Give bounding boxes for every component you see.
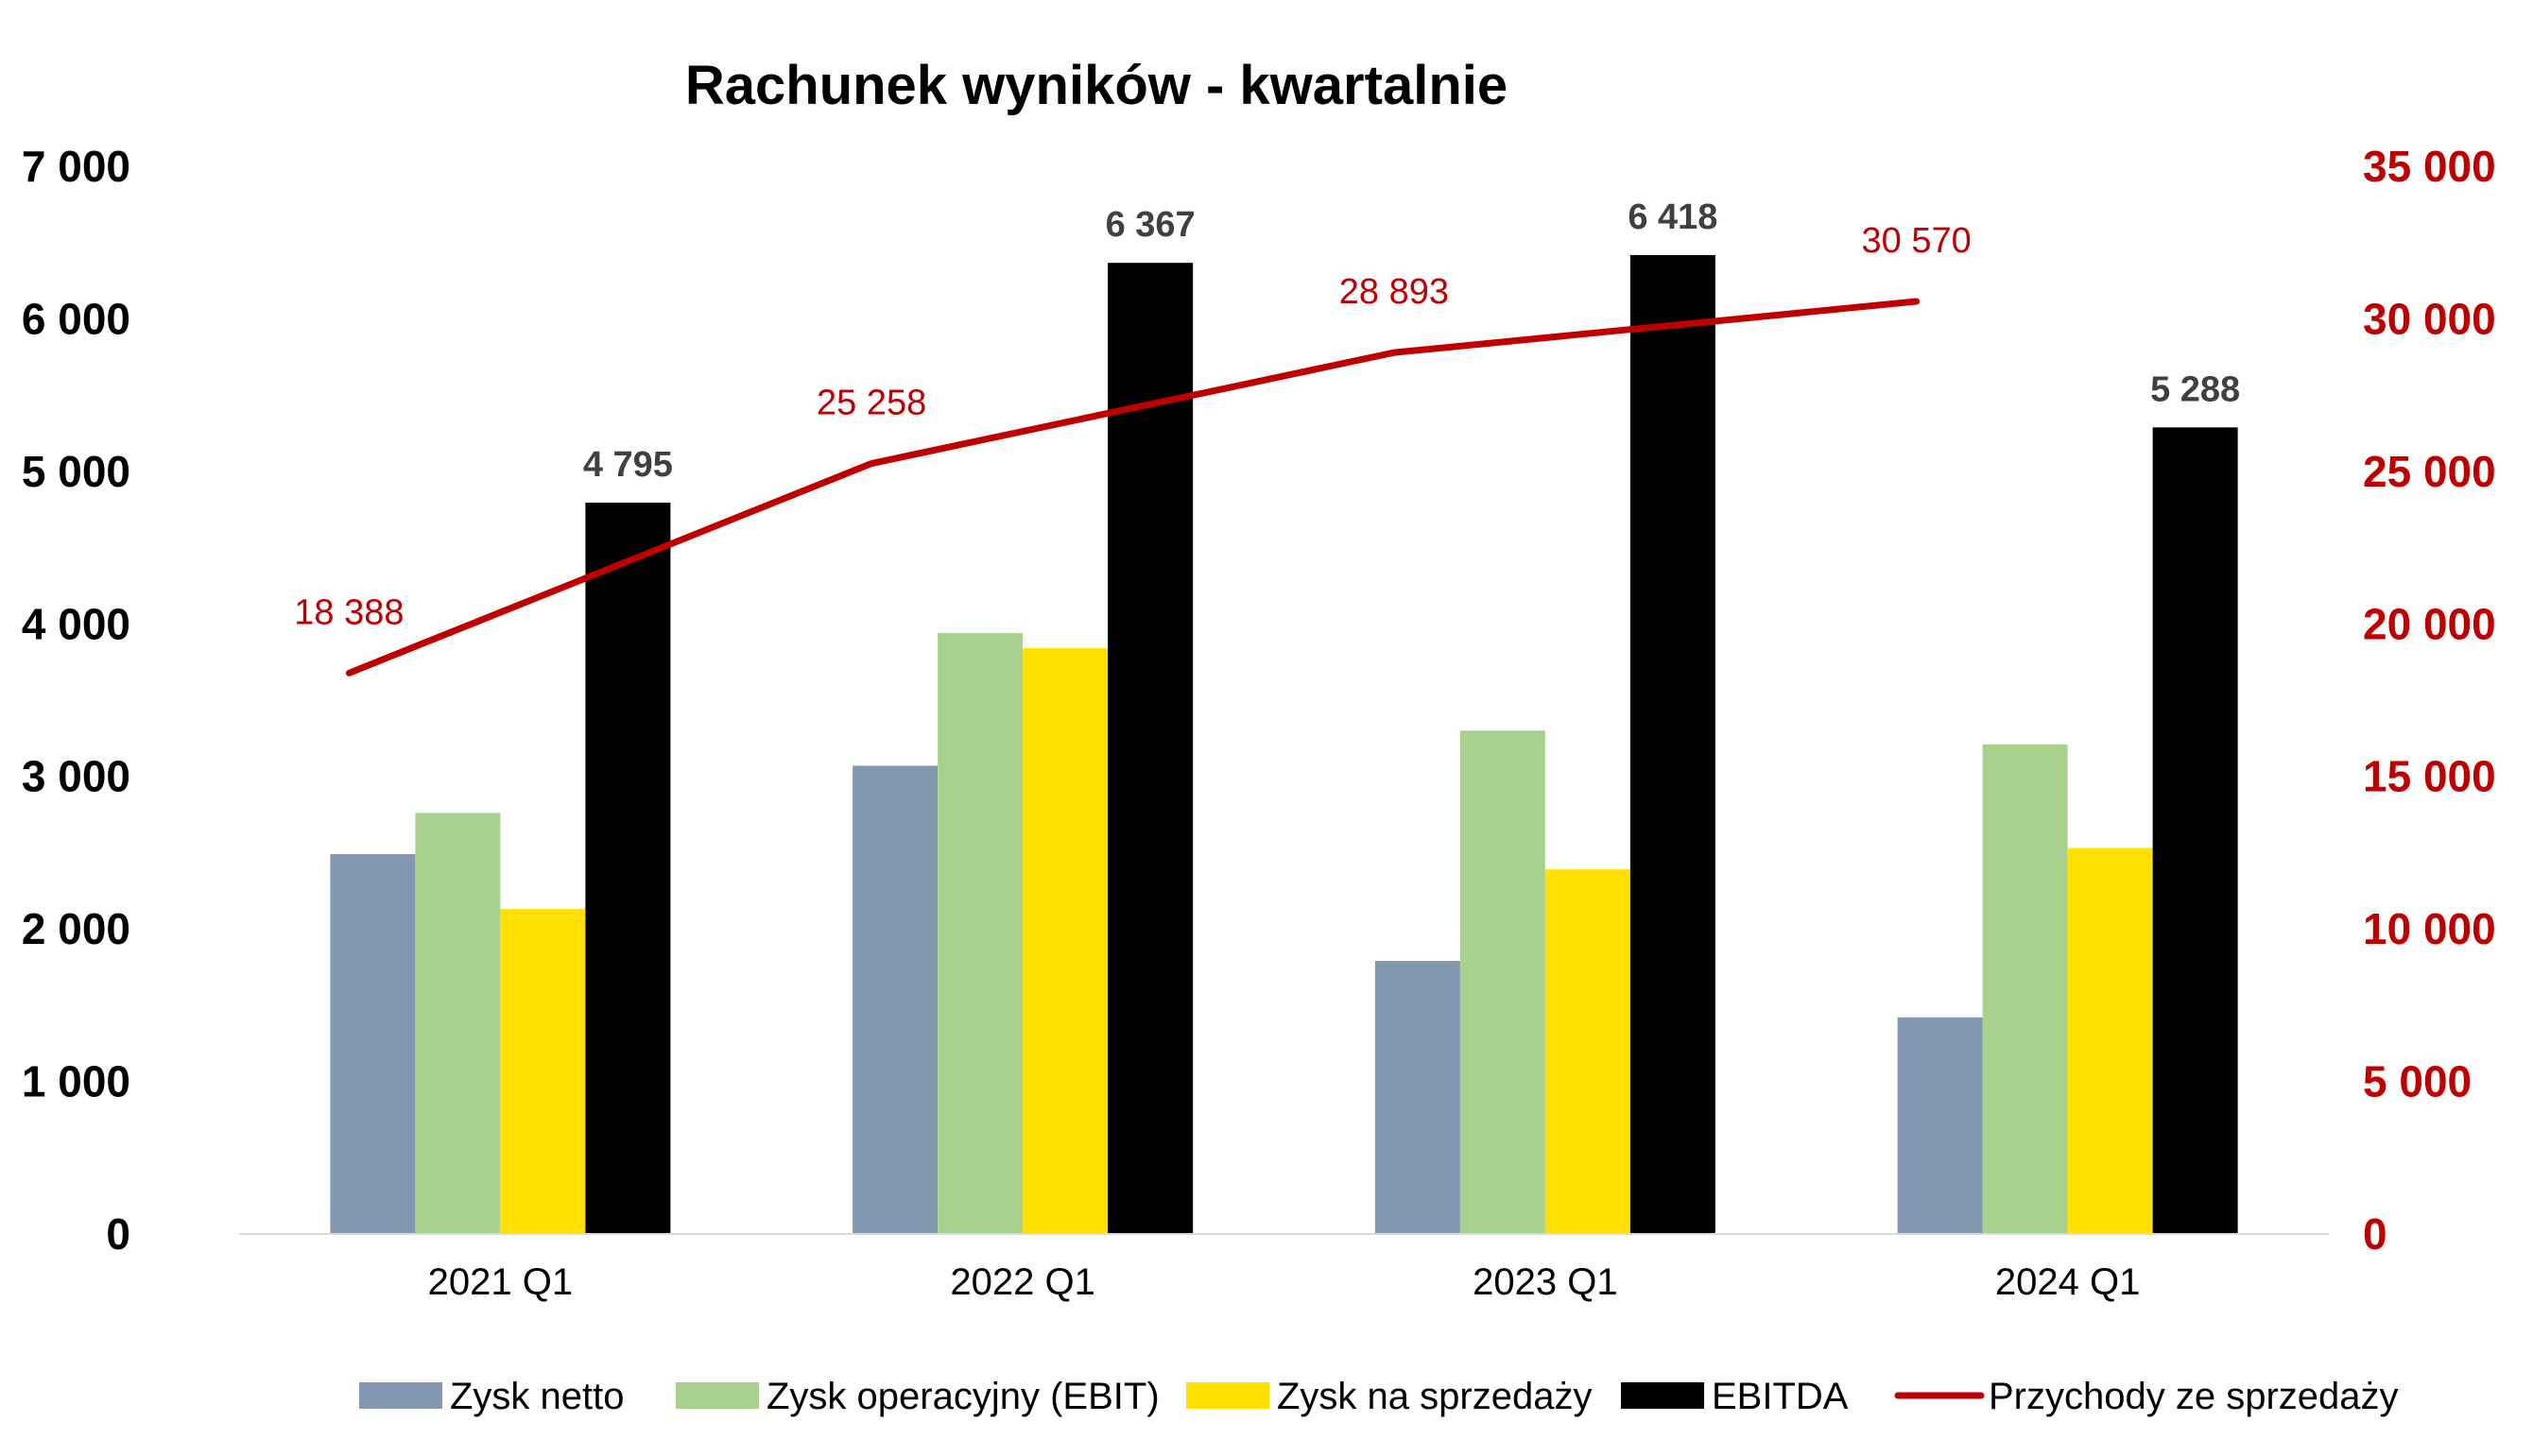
bar-zysk-operacyjny-ebit--1 — [938, 632, 1024, 1234]
right-tick-label: 0 — [2363, 1209, 2387, 1259]
bar-ebitda-3 — [2152, 427, 2238, 1234]
left-tick-label: 0 — [106, 1209, 130, 1259]
bar-zysk-netto-1 — [853, 765, 939, 1234]
left-tick-label: 6 000 — [22, 294, 130, 343]
bar-zysk-na-sprzeda-y-1 — [1023, 648, 1109, 1234]
legend-label-ebitda: EBITDA — [1712, 1376, 1849, 1417]
bar-zysk-operacyjny-ebit--2 — [1459, 730, 1545, 1234]
bar-zysk-na-sprzeda-y-2 — [1544, 869, 1630, 1234]
revenue-line-layer — [345, 298, 1921, 677]
right-axis-ticks: 0 5 000 10 000 15 000 20 000 25 000 30 000 35 0… — [2363, 142, 2496, 1259]
right-tick-label: 10 000 — [2363, 904, 2496, 953]
left-tick-label: 1 000 — [22, 1057, 130, 1106]
legend-swatch-ebitda — [1621, 1382, 1704, 1409]
x-tick-label: 2022 Q1 — [950, 1261, 1094, 1303]
x-tick-label: 2021 Q1 — [428, 1261, 573, 1303]
bar-zysk-netto-0 — [330, 854, 416, 1234]
left-tick-label: 2 000 — [22, 904, 130, 953]
x-tick-label: 2024 Q1 — [1995, 1261, 2140, 1303]
right-tick-label: 35 000 — [2363, 142, 2496, 191]
legend-label-przychody-ze-sprzeda-y: Przychody ze sprzedaży — [1989, 1376, 2399, 1417]
legend-swatch-zysk-operacyjny-ebit- — [676, 1382, 759, 1409]
bars — [330, 254, 2238, 1234]
left-tick-label: 5 000 — [22, 447, 130, 496]
left-tick-label: 3 000 — [22, 752, 130, 801]
x-axis-ticks: 2021 Q1 2022 Q1 2023 Q1 2024 Q1 — [428, 1261, 2141, 1303]
right-tick-label: 15 000 — [2363, 752, 2496, 801]
chart-title: Rachunek wyników - kwartalnie — [685, 55, 1508, 116]
legend-label-zysk-netto: Zysk netto — [450, 1376, 625, 1417]
bar-zysk-na-sprzeda-y-3 — [2067, 848, 2153, 1234]
left-axis-ticks: 0 1 000 2 000 3 000 4 000 5 000 6 000 7 000 — [22, 142, 130, 1259]
legend-label-zysk-operacyjny-ebit-: Zysk operacyjny (EBIT) — [767, 1376, 1160, 1417]
left-tick-label: 4 000 — [22, 599, 130, 648]
data-labels: 4 795 6 367 6 418 5 288 18 388 25 258 28 893 30… — [294, 197, 2240, 632]
right-tick-label: 5 000 — [2363, 1057, 2472, 1106]
bar-ebitda-1 — [1108, 263, 1194, 1234]
x-tick-label: 2023 Q1 — [1473, 1261, 1617, 1303]
ebitda-data-label: 5 288 — [2150, 369, 2240, 409]
bar-zysk-na-sprzeda-y-0 — [500, 909, 586, 1234]
revenue-data-label: 28 893 — [1339, 272, 1449, 312]
revenue-line — [345, 298, 1921, 677]
revenue-data-label: 25 258 — [817, 384, 926, 423]
ebitda-data-label: 6 367 — [1106, 205, 1196, 245]
bar-zysk-operacyjny-ebit--0 — [415, 813, 501, 1234]
revenue-data-label: 30 570 — [1862, 221, 1972, 261]
right-tick-label: 25 000 — [2363, 447, 2496, 496]
right-tick-label: 20 000 — [2363, 599, 2496, 648]
legend-swatch-zysk-netto — [359, 1382, 442, 1409]
legend-swatch-zysk-na-sprzeda-y — [1186, 1382, 1269, 1409]
bar-zysk-netto-3 — [1897, 1017, 1983, 1234]
bar-zysk-netto-2 — [1374, 961, 1460, 1234]
bar-ebitda-0 — [585, 502, 671, 1234]
ebitda-data-label: 4 795 — [583, 445, 673, 485]
bar-ebitda-2 — [1629, 254, 1715, 1234]
legend: Zysk netto Zysk operacyjny (EBIT) Zysk na … — [359, 1376, 2399, 1417]
revenue-data-label: 18 388 — [294, 592, 404, 632]
right-tick-label: 30 000 — [2363, 294, 2496, 343]
bar-zysk-operacyjny-ebit--3 — [1982, 744, 2068, 1234]
legend-label-zysk-na-sprzeda-y: Zysk na sprzedaży — [1277, 1376, 1592, 1417]
left-tick-label: 7 000 — [22, 142, 130, 191]
ebitda-data-label: 6 418 — [1628, 197, 1717, 237]
